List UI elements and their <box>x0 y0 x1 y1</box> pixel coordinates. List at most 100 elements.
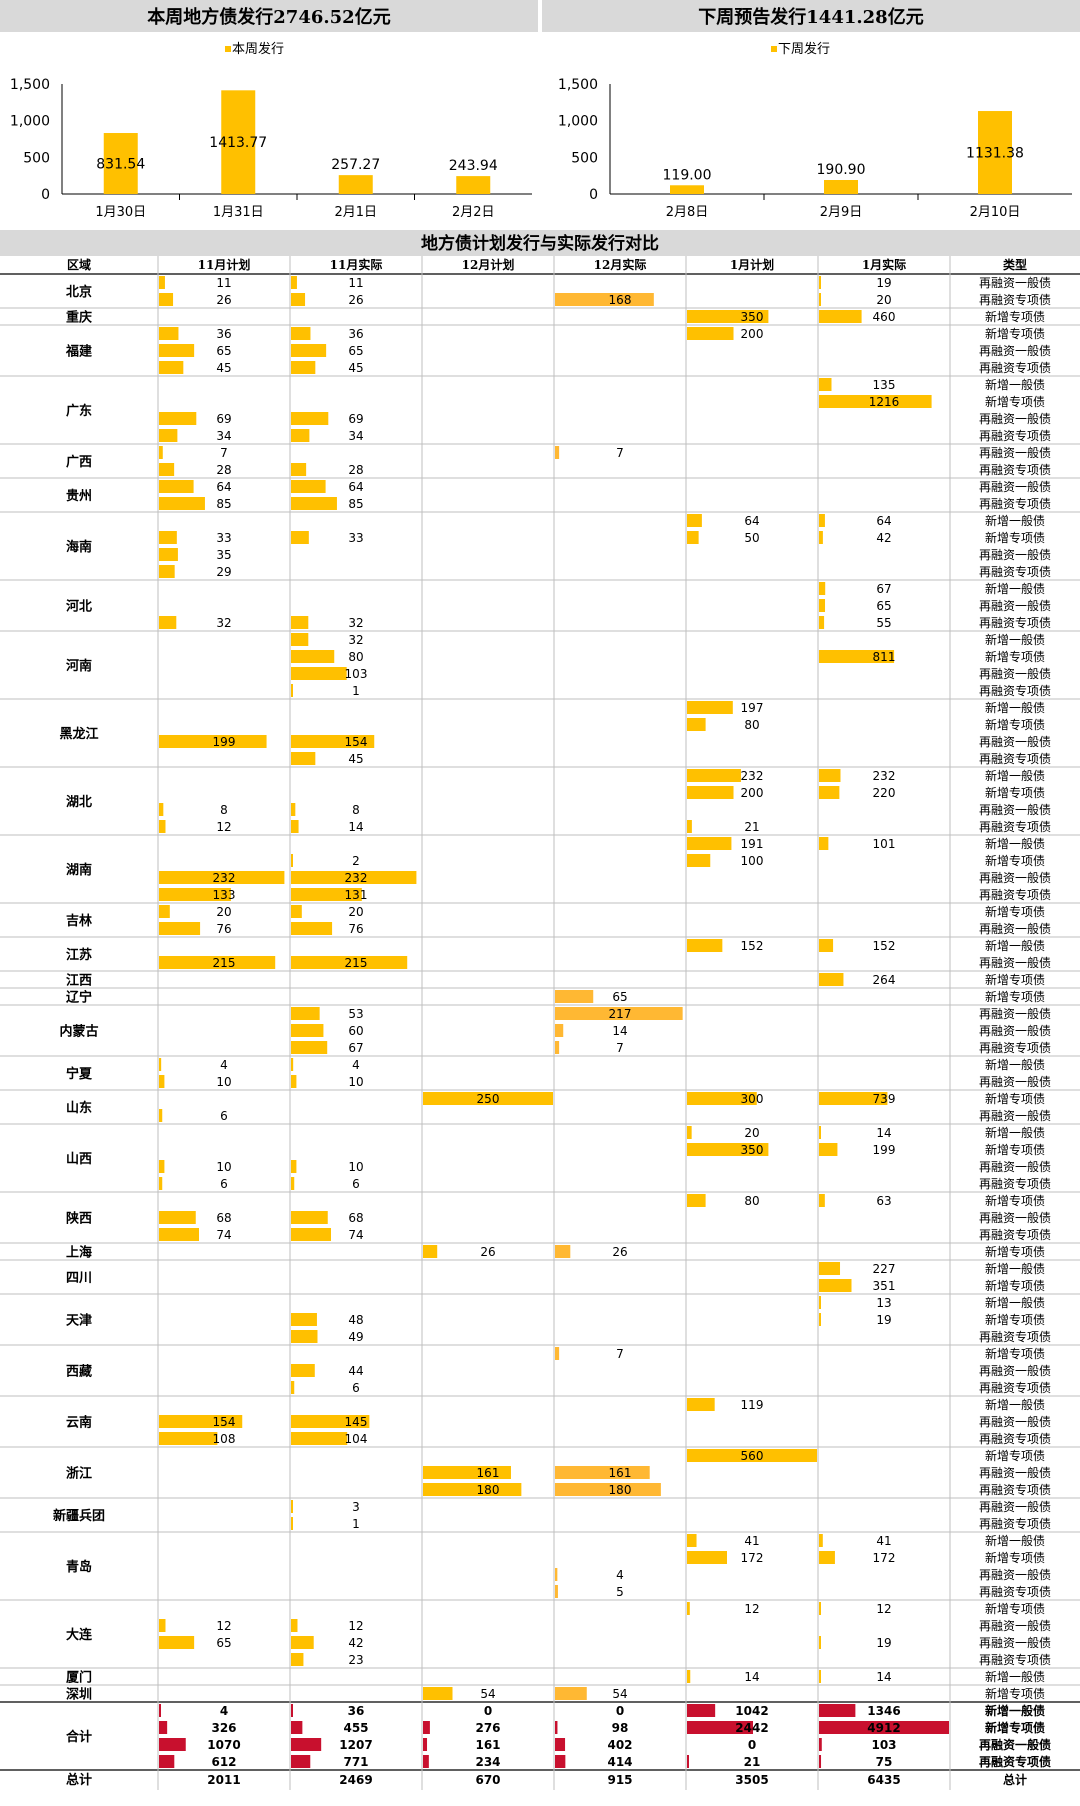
debt-type-label: 新增一般债 <box>985 513 1045 528</box>
value-label: 199 <box>213 735 236 749</box>
value-label: 41 <box>744 1534 759 1548</box>
debt-type-label: 再融资专项债 <box>979 1754 1051 1769</box>
value-label: 36 <box>216 327 231 341</box>
value-bar <box>687 939 723 952</box>
value-bar <box>291 1636 314 1649</box>
debt-type-label: 再融资专项债 <box>979 496 1051 511</box>
bar-value-label: 1413.77 <box>209 135 267 151</box>
value-bar <box>291 1500 293 1513</box>
value-bar <box>291 497 337 510</box>
value-bar <box>159 888 231 901</box>
total-bar <box>555 1738 566 1751</box>
value-label: 154 <box>345 735 368 749</box>
debt-type-label: 再融资专项债 <box>979 1329 1051 1344</box>
value-label: 14 <box>744 1670 759 1684</box>
value-bar <box>819 1602 821 1615</box>
value-bar <box>291 956 408 969</box>
value-label: 65 <box>216 344 231 358</box>
value-label: 1207 <box>339 1738 372 1752</box>
region-label: 河南 <box>66 658 92 674</box>
region-label: 厦门 <box>66 1670 92 1686</box>
value-bar <box>819 616 825 629</box>
debt-type-label: 再融资一般债 <box>979 1618 1051 1633</box>
region-label: 浙江 <box>66 1466 92 1482</box>
value-bar <box>819 1194 825 1207</box>
value-label: 74 <box>216 1228 231 1242</box>
value-label: 771 <box>343 1755 368 1769</box>
debt-type-label: 新增一般债 <box>985 1669 1045 1684</box>
value-label: 152 <box>741 939 764 953</box>
debt-type-label: 新增专项债 <box>985 972 1045 987</box>
value-label: 74 <box>348 1228 363 1242</box>
value-label: 34 <box>216 429 231 443</box>
value-label: 64 <box>216 480 231 494</box>
value-label: 4 <box>616 1568 624 1582</box>
column-header: 1月计划 <box>730 257 774 272</box>
value-label: 455 <box>343 1721 368 1735</box>
value-bar <box>159 905 170 918</box>
debt-type-label: 再融资一般债 <box>979 921 1051 936</box>
region-label: 重庆 <box>66 310 92 326</box>
debt-type-label: 新增专项债 <box>985 1448 1045 1463</box>
value-label: 1070 <box>207 1738 240 1752</box>
debt-type-label: 再融资一般债 <box>979 343 1051 358</box>
value-bar <box>291 1432 348 1445</box>
total-bar <box>291 1721 303 1734</box>
debt-type-label: 再融资专项债 <box>979 887 1051 902</box>
value-bar <box>159 293 174 306</box>
region-label: 新疆兵团 <box>53 1508 105 1524</box>
value-label: 264 <box>873 973 896 987</box>
value-label: 28 <box>348 463 363 477</box>
value-label: 20 <box>876 293 891 307</box>
value-bar <box>687 718 706 731</box>
y-tick-label: 0 <box>589 187 598 203</box>
value-label: 19 <box>876 1636 891 1650</box>
value-bar <box>159 548 178 561</box>
debt-type-label: 再融资一般债 <box>979 1023 1051 1038</box>
value-label: 41 <box>876 1534 891 1548</box>
value-label: 217 <box>609 1007 632 1021</box>
debt-type-label: 新增一般债 <box>985 1397 1045 1412</box>
value-label: 55 <box>876 616 891 630</box>
next-week-title: 下周预告发行1441.28亿元 <box>542 0 1080 32</box>
value-bar <box>159 1177 163 1190</box>
region-label: 四川 <box>66 1271 92 1286</box>
value-bar <box>159 1109 163 1122</box>
value-label: 35 <box>216 548 231 562</box>
value-label: 220 <box>873 786 896 800</box>
value-bar <box>819 769 841 782</box>
value-bar <box>291 820 299 833</box>
value-label: 45 <box>348 361 363 375</box>
region-label: 上海 <box>66 1245 92 1261</box>
debt-type-label: 新增专项债 <box>985 717 1045 732</box>
value-label: 42 <box>348 1636 363 1650</box>
debt-type-label: 再融资一般债 <box>979 1210 1051 1225</box>
value-label: 161 <box>475 1738 500 1752</box>
value-label: 65 <box>876 599 891 613</box>
total-bar <box>423 1738 428 1751</box>
legend-label: 本周发行 <box>232 41 284 57</box>
value-bar <box>819 650 895 663</box>
debt-type-label: 新增专项债 <box>985 1720 1045 1735</box>
debt-type-label: 再融资专项债 <box>979 1380 1051 1395</box>
value-label: 6 <box>220 1177 228 1191</box>
value-label: 4 <box>352 1058 360 1072</box>
value-label: 10 <box>348 1075 363 1089</box>
value-bar <box>159 1619 166 1632</box>
region-label: 山东 <box>66 1100 92 1116</box>
value-label: 300 <box>741 1092 764 1106</box>
value-label: 76 <box>348 922 363 936</box>
value-bar <box>819 293 821 306</box>
value-label: 232 <box>345 871 368 885</box>
value-label: 4 <box>220 1704 228 1718</box>
value-bar <box>291 1075 297 1088</box>
value-label: 29 <box>216 565 231 579</box>
legend-swatch <box>771 46 777 52</box>
value-bar <box>819 1551 835 1564</box>
value-bar <box>291 735 375 748</box>
debt-type-label: 再融资一般债 <box>979 1737 1051 1752</box>
value-label: 67 <box>876 582 891 596</box>
value-bar <box>291 344 327 357</box>
value-bar <box>555 1024 564 1037</box>
value-label: 26 <box>216 293 231 307</box>
